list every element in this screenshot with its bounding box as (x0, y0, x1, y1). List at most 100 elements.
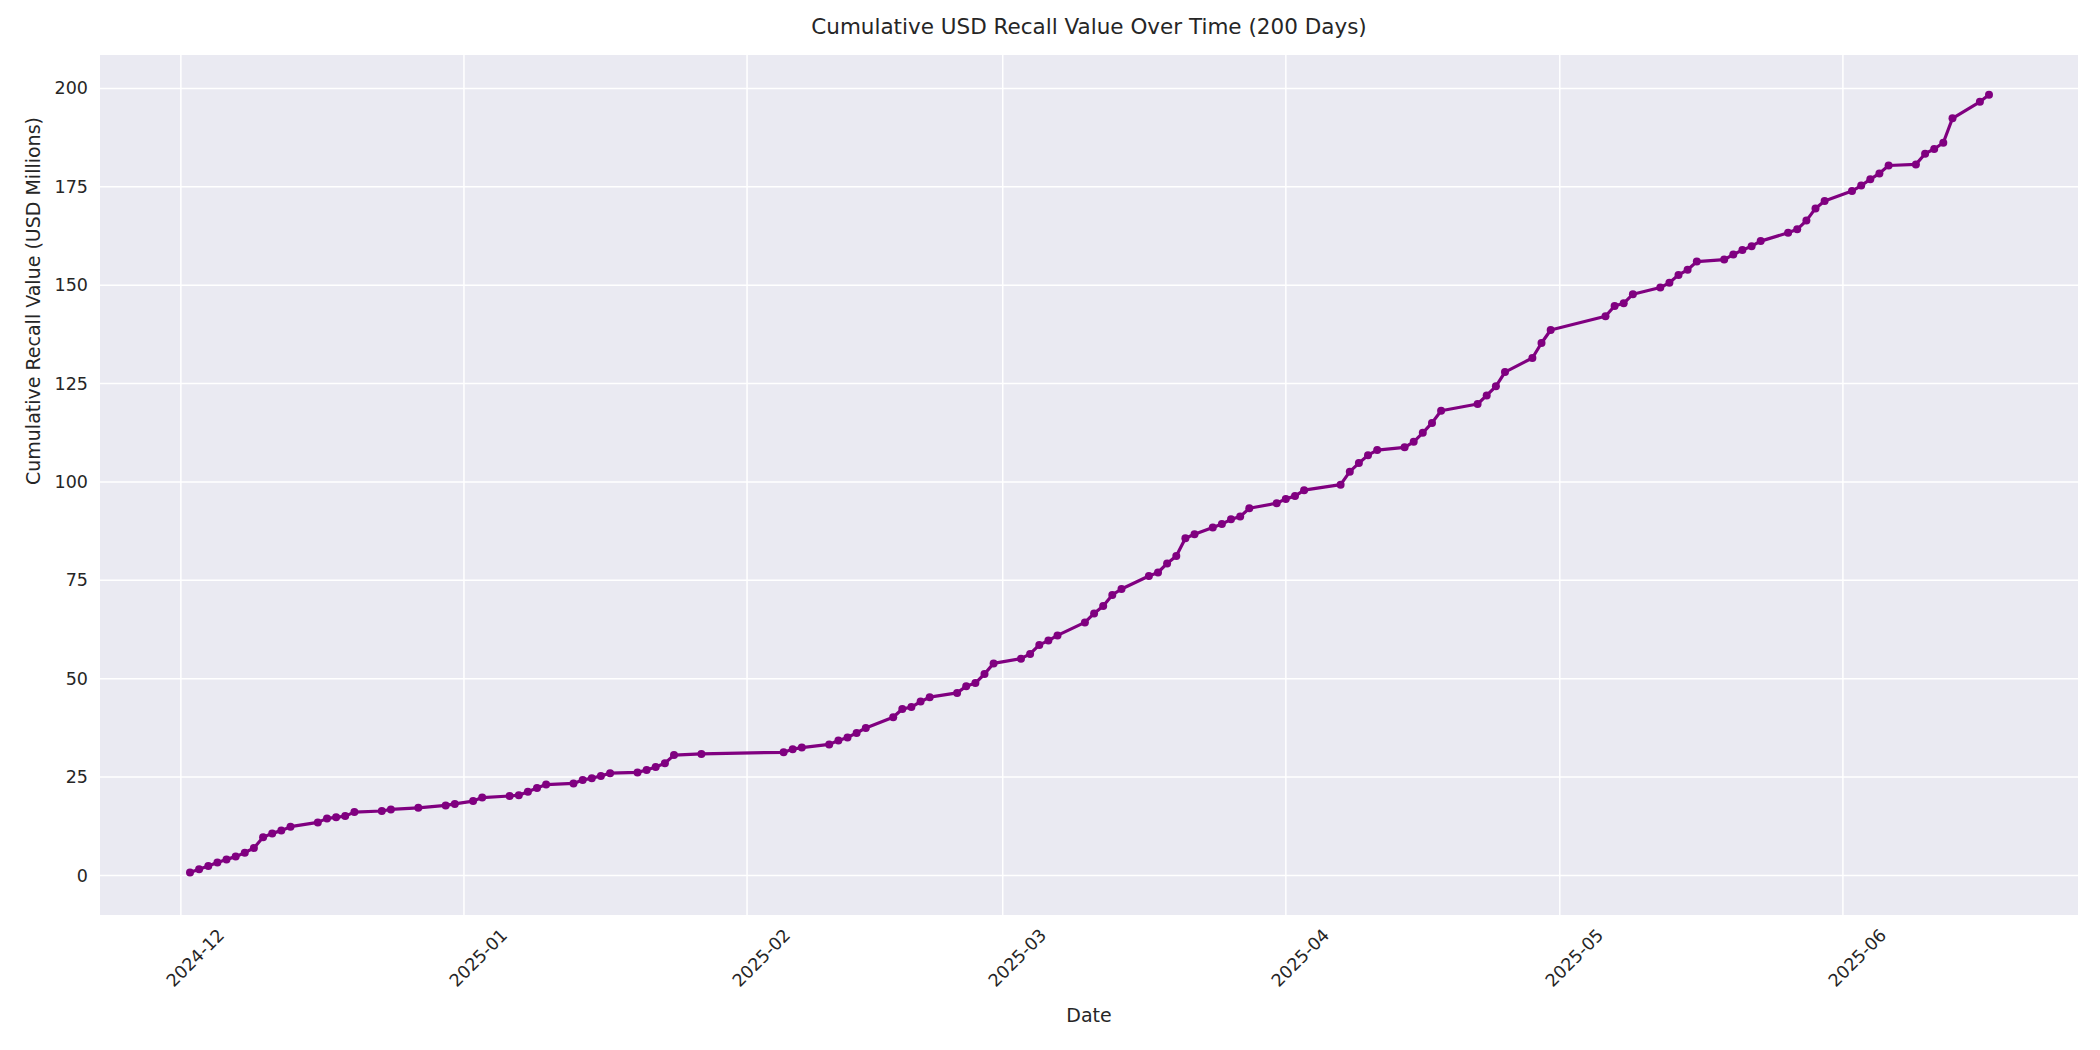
data-point-marker (241, 849, 249, 857)
data-point-marker (1501, 368, 1509, 376)
data-point-marker (1181, 534, 1189, 542)
data-point-marker (1017, 655, 1025, 663)
data-point-marker (1729, 251, 1737, 259)
data-point-marker (898, 705, 906, 713)
data-point-marker (844, 733, 852, 741)
data-point-marker (1035, 641, 1043, 649)
data-point-marker (1163, 559, 1171, 567)
data-point-marker (1291, 492, 1299, 500)
data-point-marker (570, 779, 578, 787)
data-point-marker (917, 698, 925, 706)
data-point-marker (1757, 237, 1765, 245)
data-point-marker (1044, 637, 1052, 645)
data-point-marker (1483, 391, 1491, 399)
data-point-marker (524, 788, 532, 796)
data-point-marker (1245, 504, 1253, 512)
data-point-marker (971, 679, 979, 687)
data-point-marker (1665, 279, 1673, 287)
data-point-marker (907, 703, 915, 711)
line-chart (0, 0, 2100, 1050)
data-point-marker (451, 800, 459, 808)
data-point-marker (1346, 468, 1354, 476)
data-point-marker (889, 713, 897, 721)
y-tick-label: 0 (77, 865, 88, 887)
data-point-marker (1802, 217, 1810, 225)
data-point-marker (825, 740, 833, 748)
y-tick-label: 100 (55, 471, 88, 493)
data-point-marker (1401, 443, 1409, 451)
data-point-marker (332, 813, 340, 821)
data-point-marker (1355, 459, 1363, 467)
data-point-marker (1720, 256, 1728, 264)
data-point-marker (1081, 618, 1089, 626)
data-point-marker (862, 724, 870, 732)
data-point-marker (1227, 515, 1235, 523)
data-point-marker (853, 729, 861, 737)
data-point-marker (1437, 407, 1445, 415)
y-tick-label: 50 (66, 668, 88, 690)
data-point-marker (697, 750, 705, 758)
data-point-marker (387, 805, 395, 813)
data-point-marker (414, 804, 422, 812)
data-point-marker (1930, 145, 1938, 153)
data-point-marker (533, 784, 541, 792)
data-point-marker (1875, 169, 1883, 177)
data-point-marker (378, 807, 386, 815)
data-point-marker (606, 769, 614, 777)
data-point-marker (223, 855, 231, 863)
data-point-marker (1921, 150, 1929, 158)
data-point-marker (1611, 302, 1619, 310)
data-point-marker (1885, 162, 1893, 170)
data-point-marker (1118, 585, 1126, 593)
data-point-marker (1373, 446, 1381, 454)
data-point-marker (1939, 139, 1947, 147)
data-point-marker (588, 774, 596, 782)
data-point-marker (981, 670, 989, 678)
data-point-marker (1410, 438, 1418, 446)
data-point-marker (1218, 520, 1226, 528)
y-tick-label: 25 (66, 766, 88, 788)
data-point-marker (1675, 271, 1683, 279)
data-point-marker (1300, 486, 1308, 494)
data-point-marker (1528, 354, 1536, 362)
y-tick-label: 200 (55, 77, 88, 99)
data-point-marker (1812, 204, 1820, 212)
y-tick-label: 75 (66, 569, 88, 591)
data-point-marker (834, 737, 842, 745)
data-point-marker (1099, 602, 1107, 610)
data-point-marker (1428, 419, 1436, 427)
data-point-marker (1656, 284, 1664, 292)
data-point-marker (661, 759, 669, 767)
data-point-marker (350, 808, 358, 816)
data-point-marker (506, 792, 514, 800)
data-point-marker (1866, 175, 1874, 183)
data-point-marker (232, 853, 240, 861)
data-point-marker (1474, 400, 1482, 408)
data-point-marker (1026, 650, 1034, 658)
data-point-marker (213, 859, 221, 867)
data-point-marker (634, 768, 642, 776)
data-point-marker (1684, 266, 1692, 274)
data-point-marker (780, 748, 788, 756)
data-point-marker (542, 781, 550, 789)
data-point-marker (1364, 451, 1372, 459)
y-tick-label: 175 (55, 176, 88, 198)
data-point-marker (1090, 609, 1098, 617)
data-point-marker (1282, 495, 1290, 503)
data-point-marker (1337, 481, 1345, 489)
data-point-marker (268, 829, 276, 837)
data-point-marker (1054, 631, 1062, 639)
data-point-marker (1209, 524, 1217, 532)
data-point-marker (1547, 326, 1555, 334)
data-point-marker (1492, 382, 1500, 390)
data-point-marker (579, 776, 587, 784)
data-point-marker (990, 659, 998, 667)
data-point-marker (1784, 229, 1792, 237)
data-point-marker (277, 827, 285, 835)
data-point-marker (1602, 312, 1610, 320)
data-point-marker (652, 763, 660, 771)
data-point-marker (1154, 569, 1162, 577)
data-point-marker (195, 865, 203, 873)
data-point-marker (204, 862, 212, 870)
data-point-marker (1748, 242, 1756, 250)
